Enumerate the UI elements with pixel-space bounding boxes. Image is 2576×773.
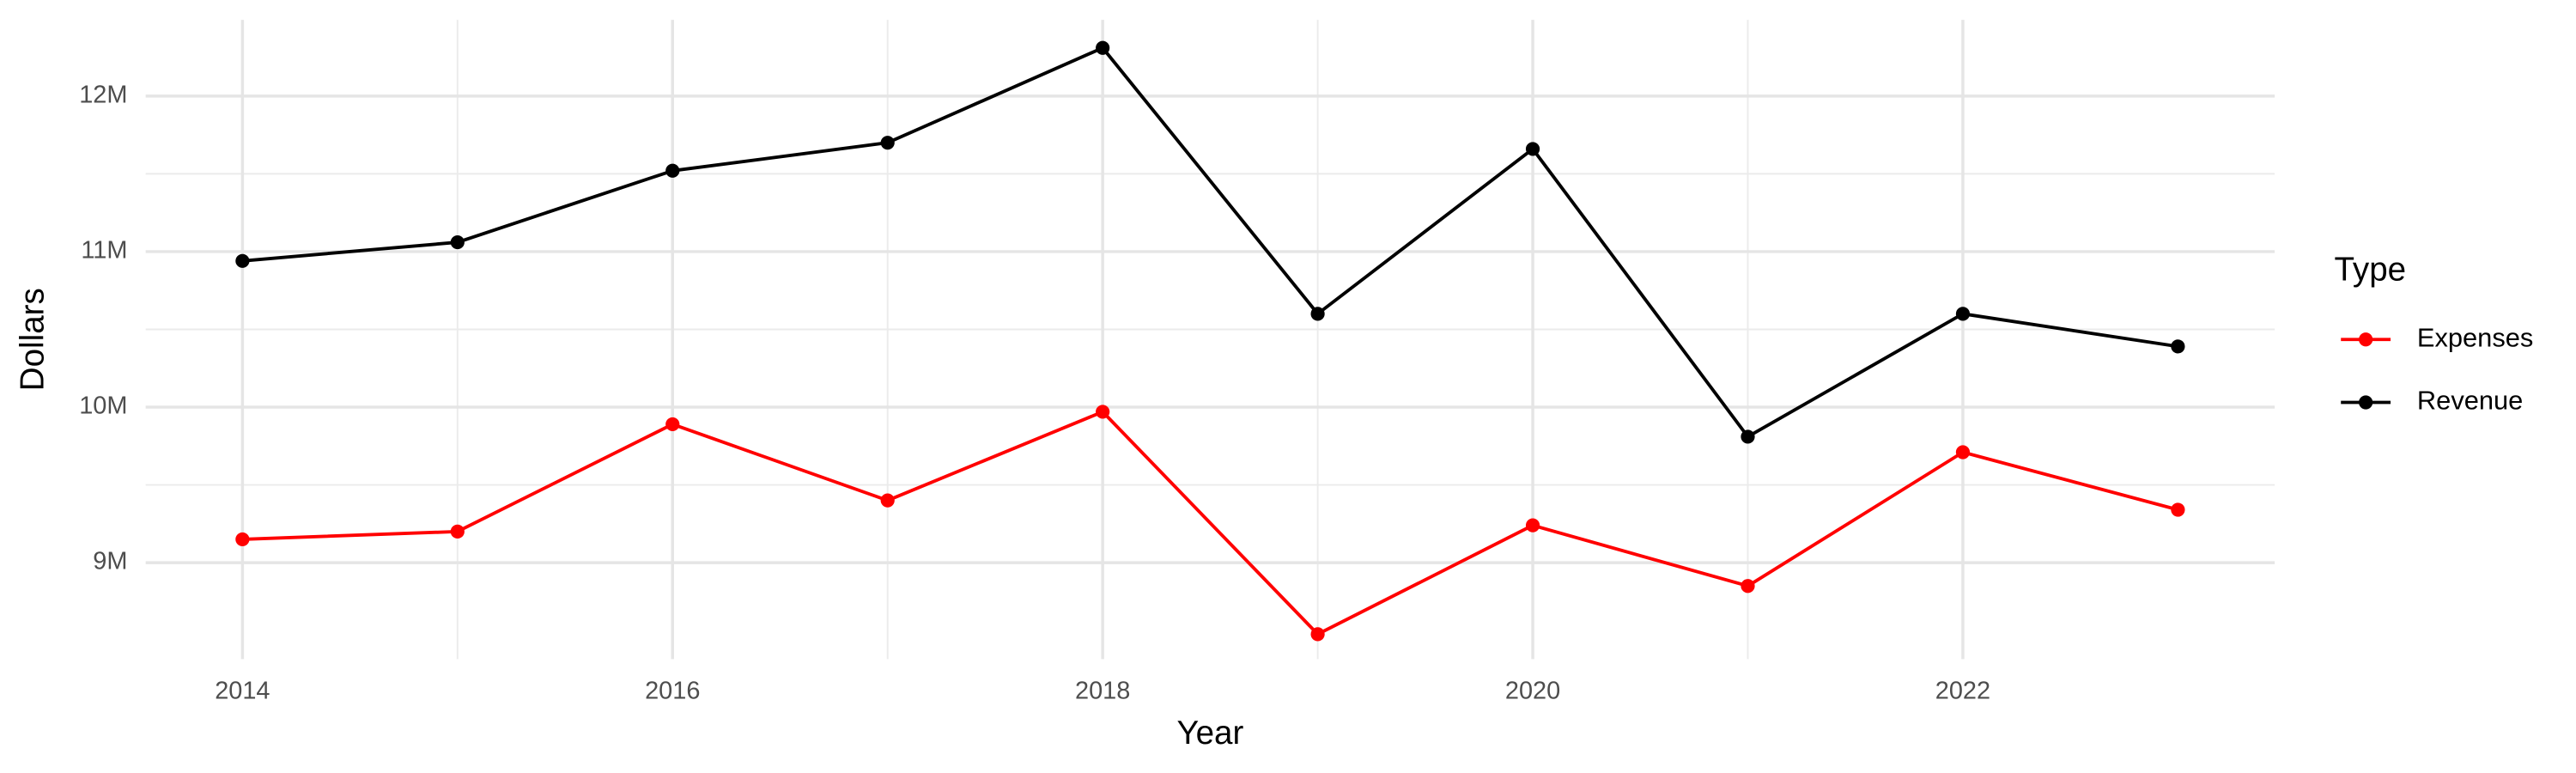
data-point	[2171, 502, 2185, 517]
x-tick-label: 2018	[1075, 678, 1130, 705]
data-point	[235, 532, 250, 547]
data-point	[665, 417, 680, 432]
data-point	[1310, 307, 1325, 321]
data-point	[1525, 142, 1540, 156]
data-point	[2171, 339, 2185, 354]
legend-title: Type	[2335, 251, 2407, 288]
x-tick-label: 2014	[215, 678, 270, 705]
series-line	[242, 410, 2178, 636]
data-point	[1096, 405, 1110, 419]
y-axis-title: Dollars	[15, 288, 52, 391]
data-point	[665, 163, 680, 178]
data-point	[450, 524, 465, 539]
y-tick-label: 11M	[81, 237, 127, 265]
data-point	[880, 136, 895, 150]
x-axis-title: Year	[1176, 715, 1243, 752]
data-point	[880, 493, 895, 508]
data-point	[1096, 40, 1110, 55]
legend-swatch-point	[2359, 395, 2373, 410]
y-tick-label: 12M	[79, 82, 127, 109]
data-point	[1741, 579, 1755, 593]
data-point	[1525, 518, 1540, 533]
data-point	[235, 253, 250, 268]
data-point	[1955, 445, 1971, 460]
y-tick-label: 10M	[79, 393, 127, 420]
legend-label: Expenses	[2417, 322, 2533, 352]
legend-swatch-point	[2359, 332, 2373, 347]
data-point	[1741, 429, 1755, 444]
series-line	[242, 46, 2178, 439]
x-tick-label: 2020	[1505, 678, 1560, 705]
legend-label: Revenue	[2417, 386, 2523, 416]
x-tick-label: 2022	[1935, 678, 1990, 705]
data-point	[450, 234, 465, 250]
data-point	[1310, 627, 1325, 642]
y-tick-label: 9M	[93, 548, 127, 575]
x-tick-label: 2016	[645, 678, 700, 705]
data-point	[1955, 307, 1971, 321]
